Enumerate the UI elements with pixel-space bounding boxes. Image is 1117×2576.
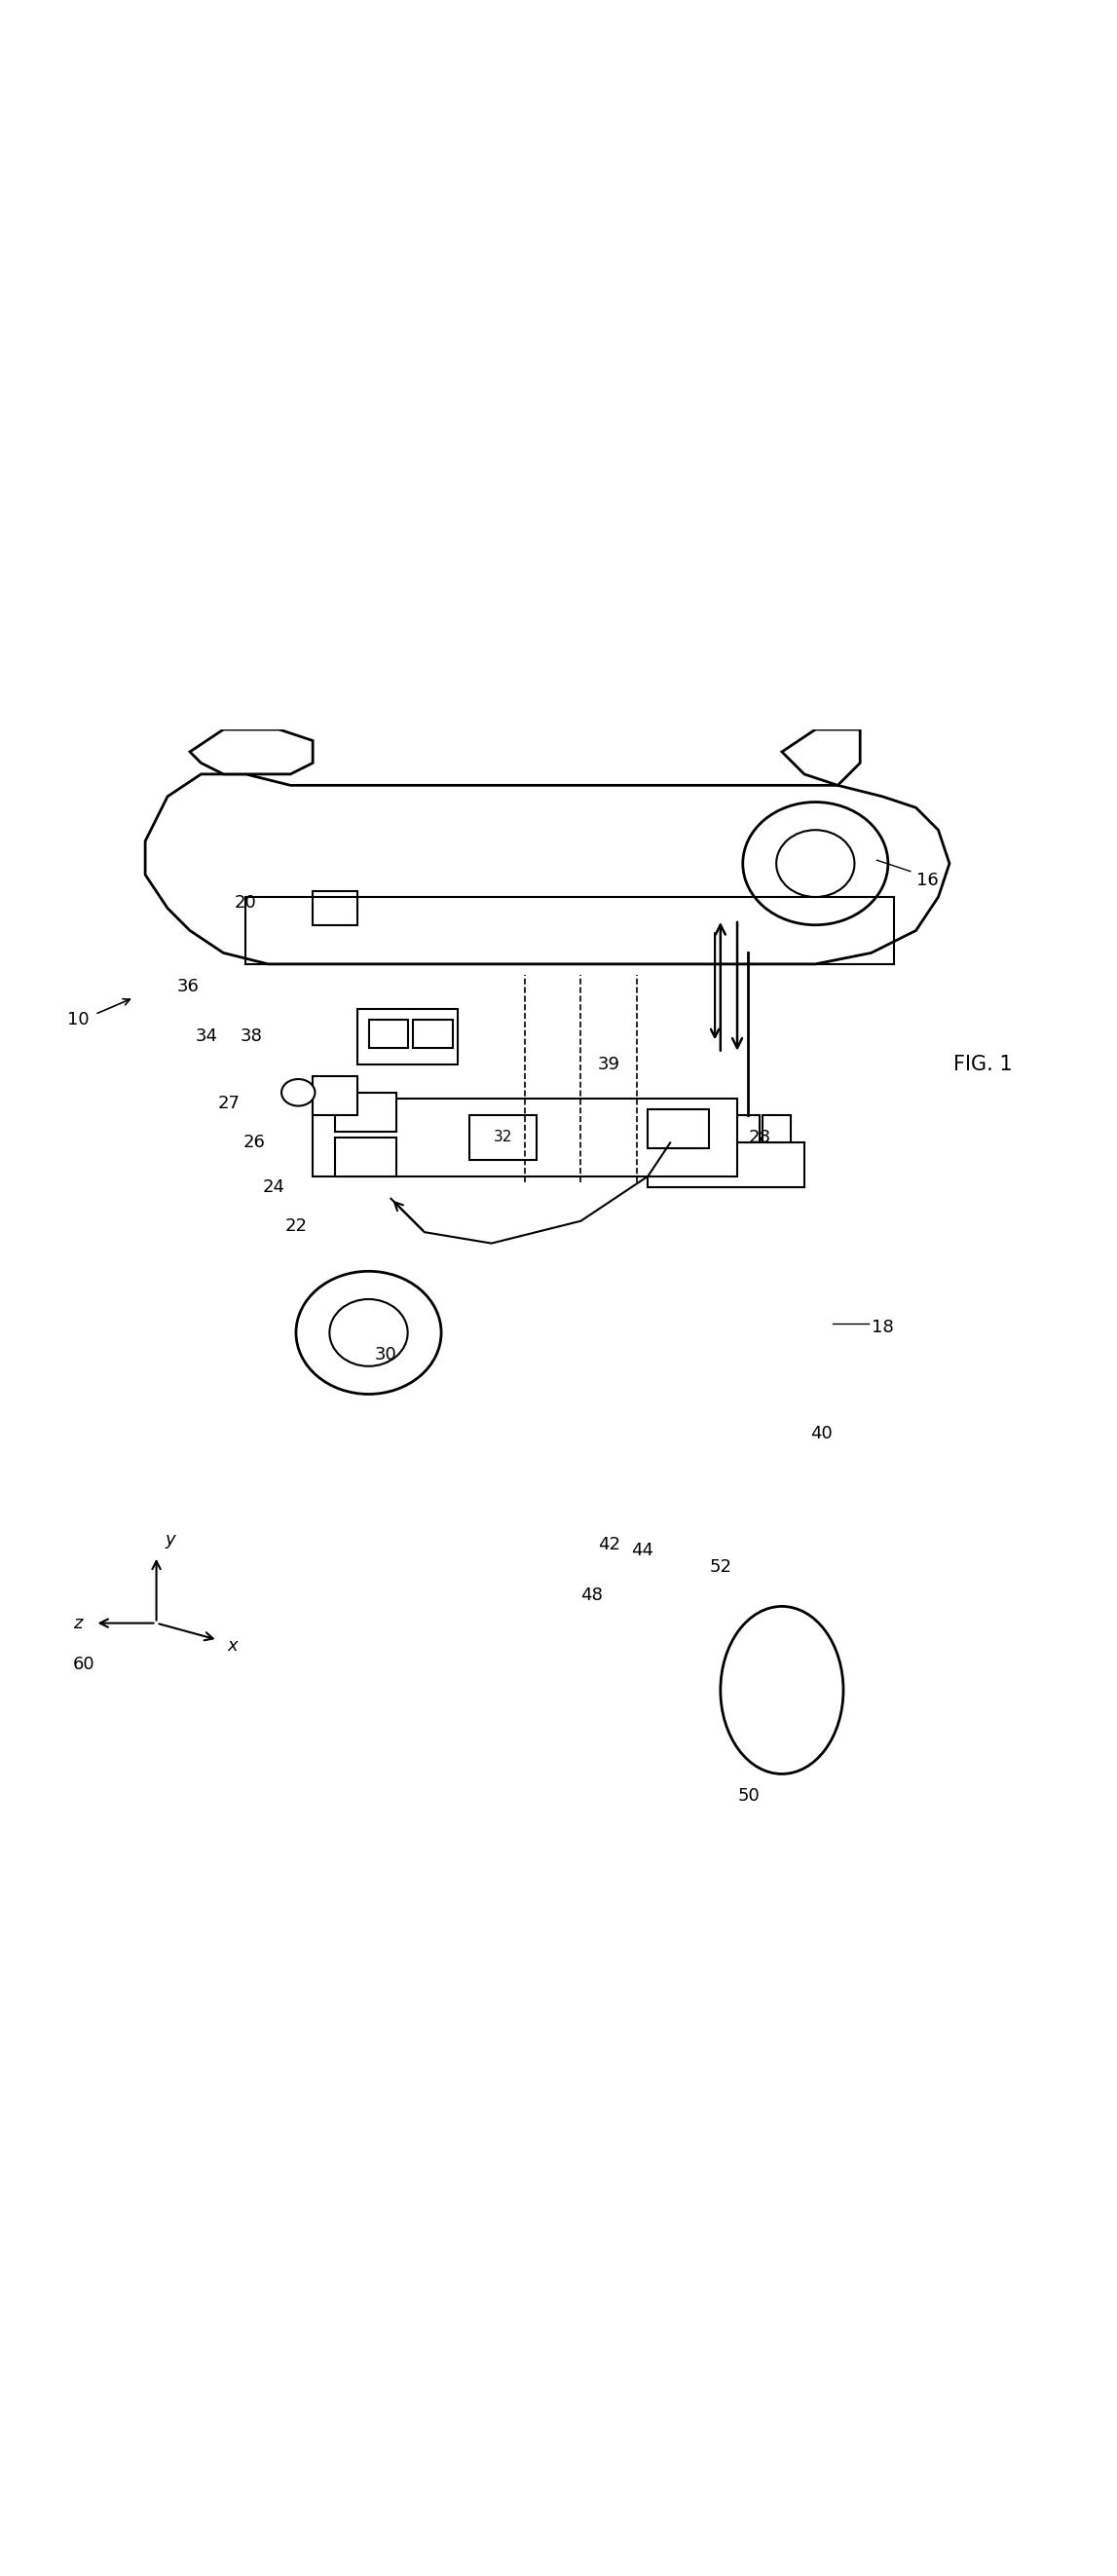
Bar: [763, 1115, 791, 1144]
Bar: [313, 891, 357, 925]
Text: 26: 26: [244, 1133, 266, 1151]
Text: 50: 50: [737, 1788, 760, 1806]
Text: x: x: [227, 1636, 238, 1654]
Text: 38: 38: [240, 1028, 262, 1046]
Text: 39: 39: [598, 1056, 620, 1074]
Text: FIG. 1: FIG. 1: [954, 1054, 1012, 1074]
Text: 22: 22: [285, 1218, 307, 1236]
Bar: [648, 1110, 709, 1149]
Bar: [335, 1092, 397, 1131]
Text: 24: 24: [262, 1180, 285, 1195]
Text: z: z: [74, 1615, 83, 1631]
Text: 32: 32: [494, 1131, 512, 1144]
Bar: [313, 1077, 357, 1115]
Ellipse shape: [330, 1298, 408, 1365]
Bar: [413, 1020, 452, 1048]
Text: 20: 20: [235, 894, 257, 912]
Text: 16: 16: [916, 871, 938, 889]
Text: 30: 30: [374, 1347, 397, 1363]
Text: 18: 18: [871, 1319, 894, 1337]
Ellipse shape: [720, 1607, 843, 1775]
Bar: [732, 1115, 760, 1144]
Text: 28: 28: [748, 1128, 771, 1146]
Text: 40: 40: [810, 1425, 832, 1443]
Text: 44: 44: [631, 1543, 653, 1558]
Text: 36: 36: [176, 979, 199, 994]
Bar: [469, 1115, 536, 1159]
Bar: [335, 1136, 397, 1177]
Ellipse shape: [296, 1270, 441, 1394]
Ellipse shape: [743, 801, 888, 925]
Text: 27: 27: [218, 1095, 240, 1113]
Text: 34: 34: [195, 1028, 218, 1046]
Text: 60: 60: [73, 1656, 95, 1674]
PathPatch shape: [190, 729, 313, 775]
Bar: [313, 1097, 737, 1177]
PathPatch shape: [145, 775, 949, 963]
Text: 48: 48: [581, 1587, 603, 1605]
PathPatch shape: [782, 729, 860, 786]
Text: y: y: [164, 1530, 175, 1548]
Bar: [357, 1010, 458, 1064]
Bar: [693, 1115, 720, 1144]
Ellipse shape: [281, 1079, 315, 1105]
Ellipse shape: [776, 829, 855, 896]
Bar: [369, 1020, 408, 1048]
Text: 42: 42: [598, 1535, 620, 1553]
Bar: [648, 1144, 804, 1188]
Text: 10: 10: [67, 1012, 89, 1028]
Text: 52: 52: [709, 1558, 732, 1577]
